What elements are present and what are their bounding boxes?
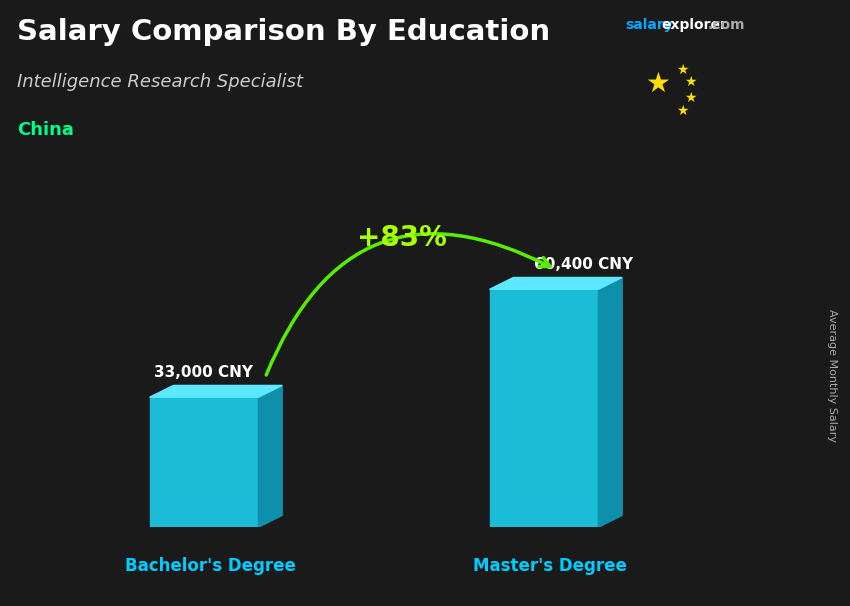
Text: explorer: explorer [661,18,728,32]
Text: 33,000 CNY: 33,000 CNY [155,364,253,379]
Text: salary: salary [625,18,672,32]
Polygon shape [258,385,282,527]
Text: ★: ★ [684,92,697,105]
Bar [490,289,598,527]
Text: Master's Degree: Master's Degree [473,557,627,574]
Text: 60,400 CNY: 60,400 CNY [534,256,632,271]
Text: Bachelor's Degree: Bachelor's Degree [124,557,296,574]
Bar [150,398,258,527]
Text: ★: ★ [676,104,688,118]
Text: .com: .com [707,18,745,32]
Polygon shape [598,278,622,527]
Text: Average Monthly Salary: Average Monthly Salary [827,309,837,442]
Text: Intelligence Research Specialist: Intelligence Research Specialist [17,73,303,91]
Polygon shape [150,385,282,398]
Text: ★: ★ [646,70,671,98]
Polygon shape [490,278,622,289]
Text: ★: ★ [676,63,688,77]
Text: China: China [17,121,74,139]
Text: +83%: +83% [357,224,447,252]
Text: Salary Comparison By Education: Salary Comparison By Education [17,18,550,46]
Text: ★: ★ [684,75,697,89]
